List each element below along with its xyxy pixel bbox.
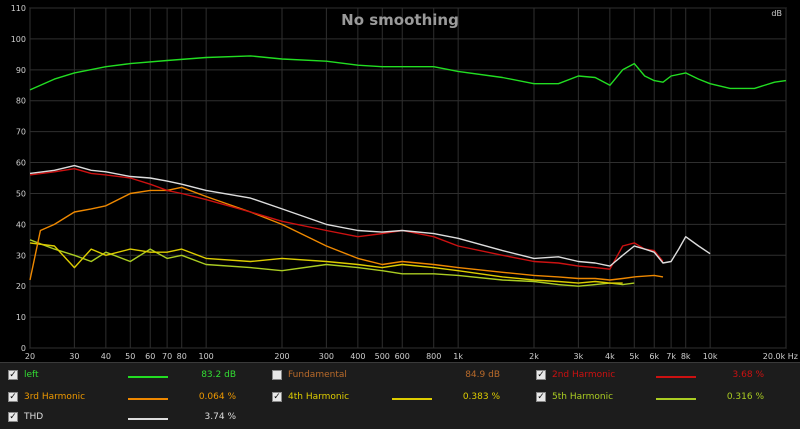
x-tick-label: 400: [350, 352, 365, 361]
x-tick-label: 500: [375, 352, 390, 361]
y-tick-label: 90: [16, 66, 26, 75]
series-line-h5: [29, 239, 635, 287]
frequency-response-chart: 0 10 20 30 40 50 60 70 80 90 100 110 20 30 40 50 60 70 80…: [11, 4, 798, 361]
legend-checkbox-fundamental[interactable]: [272, 370, 282, 380]
x-tick-label: 7k: [666, 352, 676, 361]
x-tick-label: 10k: [703, 352, 718, 361]
legend-name: 2nd Harmonic: [552, 370, 616, 380]
x-tick-label: 800: [426, 352, 441, 361]
x-tick-label: 40: [101, 352, 111, 361]
legend-swatch: [656, 376, 696, 378]
y-tick-label: 20: [16, 282, 26, 291]
y-tick-label: 0: [21, 344, 26, 353]
x-tick-label: 4k: [605, 352, 615, 361]
series-lines: [29, 55, 787, 287]
legend-name: 3rd Harmonic: [24, 392, 86, 402]
y-axis-label: dB: [771, 9, 782, 18]
legend-value: 3.68 %: [732, 370, 764, 380]
y-tick-label: 40: [16, 220, 26, 229]
y-tick-label: 50: [16, 189, 26, 198]
legend-panel: ✓ left 83.2 dB Fundamental 84.9 dB ✓ 2nd Harmo…: [0, 362, 800, 429]
legend-item-h2: ✓ 2nd Harmonic 3.68 %: [536, 367, 786, 385]
legend-checkbox-h4[interactable]: ✓: [272, 392, 282, 402]
x-tick-label: 50: [125, 352, 135, 361]
legend-swatch: [128, 398, 168, 400]
x-tick-label: 3k: [574, 352, 584, 361]
legend-name: Fundamental: [288, 370, 347, 380]
y-tick-label: 110: [11, 4, 26, 13]
y-tick-label: 80: [16, 97, 26, 106]
legend-swatch: [128, 418, 168, 420]
x-tick-label: 30: [69, 352, 79, 361]
x-tick-label: 20: [25, 352, 35, 361]
series-line-left: [29, 55, 787, 91]
x-tick-label: 80: [177, 352, 187, 361]
x-tick-label: 20.0k Hz: [763, 352, 798, 361]
y-tick-label: 100: [11, 35, 26, 44]
y-tick-label: 30: [16, 251, 26, 260]
legend-item-left: ✓ left 83.2 dB: [8, 367, 258, 385]
legend-value: 3.74 %: [204, 412, 236, 422]
legend-checkbox-left[interactable]: ✓: [8, 370, 18, 380]
legend-item-h3: ✓ 3rd Harmonic 0.064 %: [8, 389, 258, 407]
legend-swatch: [392, 398, 432, 400]
legend-swatch: [656, 398, 696, 400]
legend-checkbox-h2[interactable]: ✓: [536, 370, 546, 380]
legend-checkbox-h3[interactable]: ✓: [8, 392, 18, 402]
series-line-h2: [29, 167, 664, 270]
series-line-h4: [29, 242, 623, 284]
y-tick-labels: 0 10 20 30 40 50 60 70 80 90 100 110: [11, 4, 26, 353]
x-tick-label: 200: [274, 352, 289, 361]
legend-checkbox-thd[interactable]: ✓: [8, 412, 18, 422]
legend-value: 0.383 %: [462, 392, 500, 402]
legend-item-h5: ✓ 5th Harmonic 0.316 %: [536, 389, 786, 407]
x-tick-label: 5k: [629, 352, 639, 361]
legend-item-h4: ✓ 4th Harmonic 0.383 %: [272, 389, 522, 407]
series-line-thd: [29, 164, 711, 267]
legend-name: THD: [24, 412, 44, 422]
legend-value: 84.9 dB: [465, 370, 500, 380]
x-tick-label: 6k: [649, 352, 659, 361]
y-tick-label: 60: [16, 159, 26, 168]
legend-name: 4th Harmonic: [288, 392, 350, 402]
x-tick-label: 1k: [453, 352, 463, 361]
legend-item-fundamental: Fundamental 84.9 dB: [272, 367, 522, 385]
chart-title: No smoothing: [341, 11, 459, 29]
legend-checkbox-h5[interactable]: ✓: [536, 392, 546, 402]
y-tick-label: 10: [16, 313, 26, 322]
x-tick-label: 2k: [529, 352, 539, 361]
legend-swatch: [128, 376, 168, 378]
x-tick-label: 600: [395, 352, 410, 361]
y-tick-label: 70: [16, 128, 26, 137]
x-tick-label: 8k: [681, 352, 691, 361]
x-tick-label: 70: [162, 352, 172, 361]
series-line-h3: [29, 186, 664, 281]
grid: [29, 7, 787, 349]
x-tick-labels: 20 30 40 50 60 70 80 100 200 300 400 500 600 800 1k 2k 3…: [25, 352, 798, 361]
legend-value: 83.2 dB: [201, 370, 236, 380]
legend-value: 0.316 %: [726, 392, 764, 402]
legend-name: 5th Harmonic: [552, 392, 614, 402]
x-tick-label: 100: [198, 352, 213, 361]
x-tick-label: 300: [319, 352, 334, 361]
legend-item-thd: ✓ THD 3.74 %: [8, 409, 258, 427]
legend-value: 0.064 %: [198, 392, 236, 402]
legend-name: left: [24, 370, 39, 380]
x-tick-label: 60: [145, 352, 155, 361]
